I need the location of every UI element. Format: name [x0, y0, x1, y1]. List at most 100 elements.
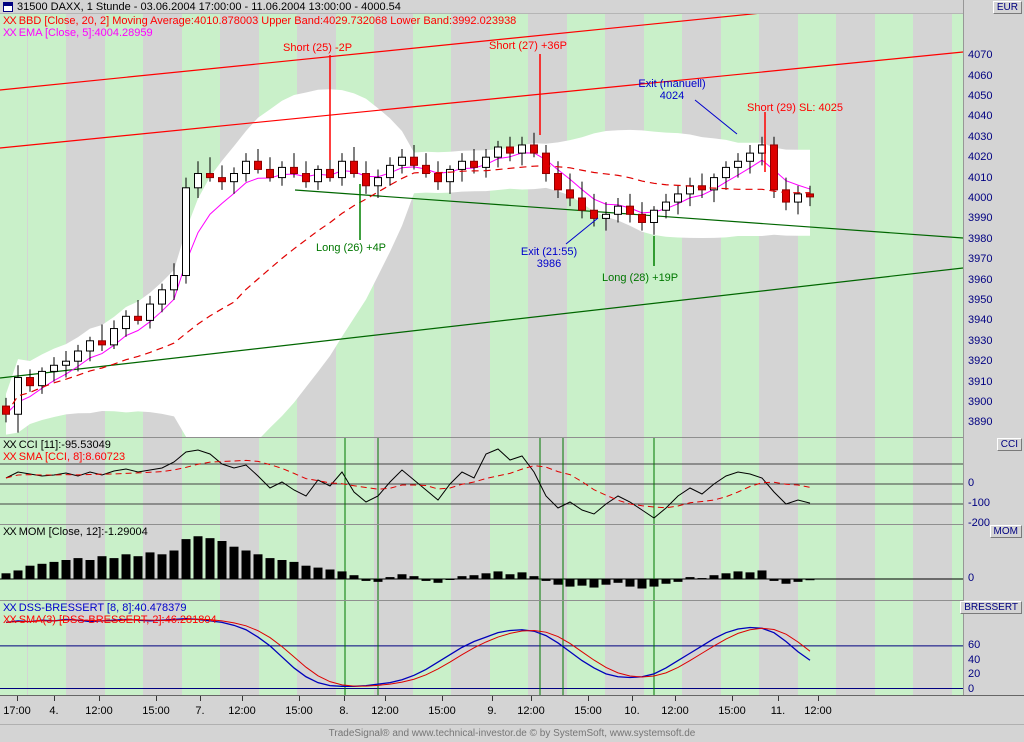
time-tick-label: 17:00	[3, 705, 31, 717]
bollinger-mid-line	[5, 165, 811, 415]
eur-axis-button[interactable]: EUR	[992, 1, 1022, 14]
legend-row-dss-sma: XX SMA(3) [DSS-BRESSERT, 2]:46.281804	[3, 614, 217, 626]
mom-axis-button[interactable]: MOM	[989, 525, 1022, 538]
main-price-chart[interactable]: XX BBD [Close, 20, 2] Moving Average:4010…	[0, 14, 963, 437]
indicator-toggle-icon[interactable]: XX	[3, 451, 17, 463]
time-tick	[17, 696, 18, 701]
legend-cci-sma-text: SMA [CCI, 8]:8.60723	[18, 451, 126, 463]
legend-row-dss: XX DSS-BRESSERT [8, 8]:40.478379	[3, 602, 217, 614]
price-tick-label: 3890	[968, 416, 993, 429]
time-tick	[778, 696, 779, 701]
time-tick	[344, 696, 345, 701]
price-tick-label: 3900	[968, 396, 993, 408]
legend-cci-text: CCI [11]:-95.53049	[18, 439, 111, 451]
time-tick-label: 12:00	[228, 705, 256, 717]
dss-tick-label: 40	[968, 653, 981, 666]
time-tick-label: 7.	[195, 705, 205, 717]
footer: TradeSignal® and www.technical-investor.…	[0, 724, 1024, 742]
dss-tick-label: 0	[968, 683, 975, 695]
legend-dss-text: DSS-BRESSERT [8, 8]:40.478379	[18, 602, 187, 614]
legend-mom-text: MOM [Close, 12]:-1.29004	[18, 526, 148, 538]
price-tick-label: 3910	[968, 375, 993, 388]
time-tick-label: 12:00	[85, 705, 113, 717]
legend-row-cci-sma: XX SMA [CCI, 8]:8.60723	[3, 451, 125, 463]
price-axis: EUR CCI MOM BRESSERT 4070 4060 4050 4040 403…	[960, 0, 1024, 695]
cci-tick-label: 0	[968, 477, 975, 489]
candlestick-chart-canvas	[0, 14, 963, 437]
indicator-toggle-icon[interactable]: XX	[3, 602, 17, 614]
cci-axis-button[interactable]: CCI	[996, 438, 1022, 451]
price-tick-label: 3930	[968, 334, 993, 347]
price-tick-label: 4030	[968, 130, 993, 143]
mom-chart-canvas	[0, 525, 963, 601]
time-tick	[385, 696, 386, 701]
legend-ema-text: EMA [Close, 5]:4004.28959	[18, 27, 153, 39]
price-tick-label: 3990	[968, 212, 993, 225]
window-icon[interactable]	[3, 1, 13, 12]
time-tick	[588, 696, 589, 701]
trade-annotation: Short (25) -2P	[283, 42, 353, 54]
window-title: 31500 DAXX, 1 Stunde - 03.06.2004 17:00:…	[17, 0, 401, 13]
trade-annotation: Long (26) +4P	[316, 242, 387, 254]
trendline[interactable]	[0, 267, 963, 379]
time-tick	[492, 696, 493, 701]
price-tick-label: 3980	[968, 232, 993, 245]
indicator-toggle-icon[interactable]: XX	[3, 15, 17, 27]
legend-row-ema: XX EMA [Close, 5]:4004.28959	[3, 27, 516, 39]
indicator-toggle-icon[interactable]: XX	[3, 526, 17, 538]
main-legend: XX BBD [Close, 20, 2] Moving Average:4010…	[3, 15, 516, 39]
trendline[interactable]	[0, 51, 963, 149]
time-tick-label: 8.	[339, 705, 349, 717]
time-tick	[99, 696, 100, 701]
time-tick-label: 12:00	[661, 705, 689, 717]
trade-annotation: Exit (21:55) 3986	[520, 246, 578, 270]
title-bar: 31500 DAXX, 1 Stunde - 03.06.2004 17:00:…	[0, 0, 963, 14]
cci-tick-label: -100	[968, 497, 991, 509]
price-tick-label: 4040	[968, 110, 993, 123]
indicator-toggle-icon[interactable]: XX	[3, 27, 17, 39]
price-tick-label: 3960	[968, 273, 993, 286]
time-tick	[732, 696, 733, 701]
dss-bressert-panel[interactable]: XX DSS-BRESSERT [8, 8]:40.478379 XX SMA(3)…	[0, 600, 963, 696]
exit-pointer-line	[565, 217, 599, 245]
time-tick	[818, 696, 819, 701]
price-tick-label: 4000	[968, 192, 993, 204]
time-tick-label: 12:00	[371, 705, 399, 717]
trendline[interactable]	[0, 14, 900, 91]
time-tick	[299, 696, 300, 701]
time-axis: 17:00 4. 12:00 15:00 7. 12:00 15:00 8. 12:00 15:0…	[0, 695, 1024, 724]
time-tick-label: 12:00	[804, 705, 832, 717]
legend-dss-sma-text: SMA(3) [DSS-BRESSERT, 2]:46.281804	[18, 614, 217, 626]
candlestick-series	[2, 132, 814, 433]
price-tick-label: 3970	[968, 253, 993, 266]
indicator-toggle-icon[interactable]: XX	[3, 614, 17, 626]
bressert-axis-button[interactable]: BRESSERT	[960, 601, 1022, 614]
dss-legend: XX DSS-BRESSERT [8, 8]:40.478379 XX SMA(3)…	[3, 602, 217, 626]
price-tick-label: 3940	[968, 314, 993, 327]
time-tick	[242, 696, 243, 701]
footer-text: TradeSignal® and www.technical-investor.…	[328, 728, 696, 739]
trade-annotation: Short (29) SL: 4025	[747, 102, 844, 114]
cci-sma-line	[5, 459, 811, 509]
indicator-toggle-icon[interactable]: XX	[3, 439, 17, 451]
time-tick	[54, 696, 55, 701]
time-tick-label: 4.	[49, 705, 59, 717]
mom-bars	[1, 536, 815, 589]
time-tick-label: 15:00	[574, 705, 602, 717]
time-tick-label: 15:00	[718, 705, 746, 717]
mom-panel[interactable]: XX MOM [Close, 12]:-1.29004	[0, 524, 963, 601]
time-tick	[156, 696, 157, 701]
cci-tick-label: -200	[968, 517, 991, 529]
legend-row-cci: XX CCI [11]:-95.53049	[3, 439, 125, 451]
price-tick-label: 4070	[968, 49, 993, 62]
time-tick	[632, 696, 633, 701]
legend-row-bbd: XX BBD [Close, 20, 2] Moving Average:4010…	[3, 15, 516, 27]
price-tick-label: 3920	[968, 355, 993, 368]
trade-annotation: Short (27) +36P	[489, 40, 567, 52]
cci-line	[5, 448, 811, 519]
trade-annotation: Exit (manuell) 4024	[638, 78, 706, 102]
price-tick-label: 3950	[968, 294, 993, 306]
dss-tick-label: 60	[968, 638, 981, 651]
cci-panel[interactable]: XX CCI [11]:-95.53049 XX SMA [CCI, 8]:8.60…	[0, 437, 963, 525]
dss-chart-canvas	[0, 601, 963, 696]
